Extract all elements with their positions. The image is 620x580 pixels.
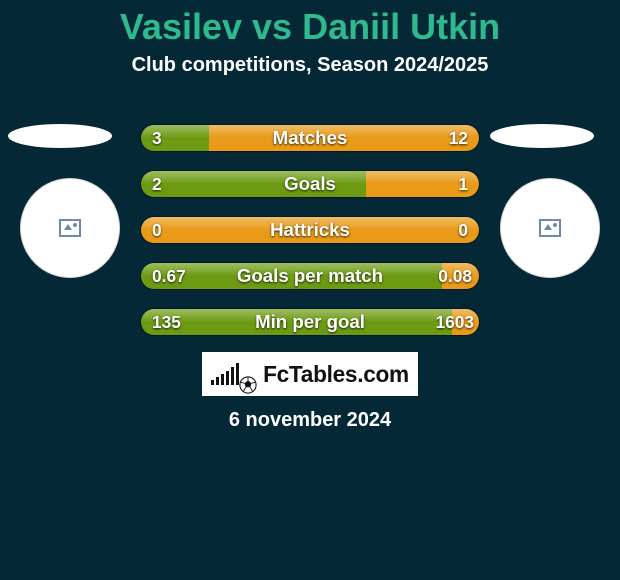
subtitle: Club competitions, Season 2024/2025: [0, 54, 620, 77]
soccer-ball-icon: [239, 376, 257, 394]
stat-bar-left-segment: [141, 171, 366, 197]
bars-icon: [211, 363, 239, 385]
image-placeholder-icon: [59, 219, 81, 237]
stat-bar-right-segment: [141, 217, 479, 243]
stat-bar: [140, 262, 480, 290]
stat-bar-left-segment: [141, 309, 452, 335]
stat-row: 1351603Min per goal: [140, 308, 480, 336]
stat-bar-right-segment: [366, 171, 479, 197]
left-team-oval: [8, 124, 112, 148]
stat-row: 0.670.08Goals per match: [140, 262, 480, 290]
stat-bar-right-segment: [452, 309, 479, 335]
badge-text: FcTables.com: [263, 361, 409, 388]
stat-row: 00Hattricks: [140, 216, 480, 244]
stat-row: 312Matches: [140, 124, 480, 152]
comparison-rows: 312Matches 21Goals 00Hattricks 0.670.08Goal…: [140, 124, 480, 354]
right-team-oval: [490, 124, 594, 148]
fctables-badge: FcTables.com: [202, 352, 418, 396]
stat-bar-right-segment: [209, 125, 479, 151]
stat-row: 21Goals: [140, 170, 480, 198]
image-placeholder-icon: [539, 219, 561, 237]
stat-bar: [140, 124, 480, 152]
stat-bar-left-segment: [141, 125, 209, 151]
right-player-avatar: [500, 178, 600, 278]
stat-bar: [140, 308, 480, 336]
stat-bar: [140, 216, 480, 244]
stat-bar-left-segment: [141, 263, 442, 289]
comparison-infographic: Vasilev vs Daniil Utkin Club competition…: [0, 0, 620, 580]
left-player-avatar: [20, 178, 120, 278]
date-text: 6 november 2024: [0, 409, 620, 432]
stat-bar-right-segment: [442, 263, 479, 289]
stat-bar: [140, 170, 480, 198]
page-title: Vasilev vs Daniil Utkin: [0, 0, 620, 48]
